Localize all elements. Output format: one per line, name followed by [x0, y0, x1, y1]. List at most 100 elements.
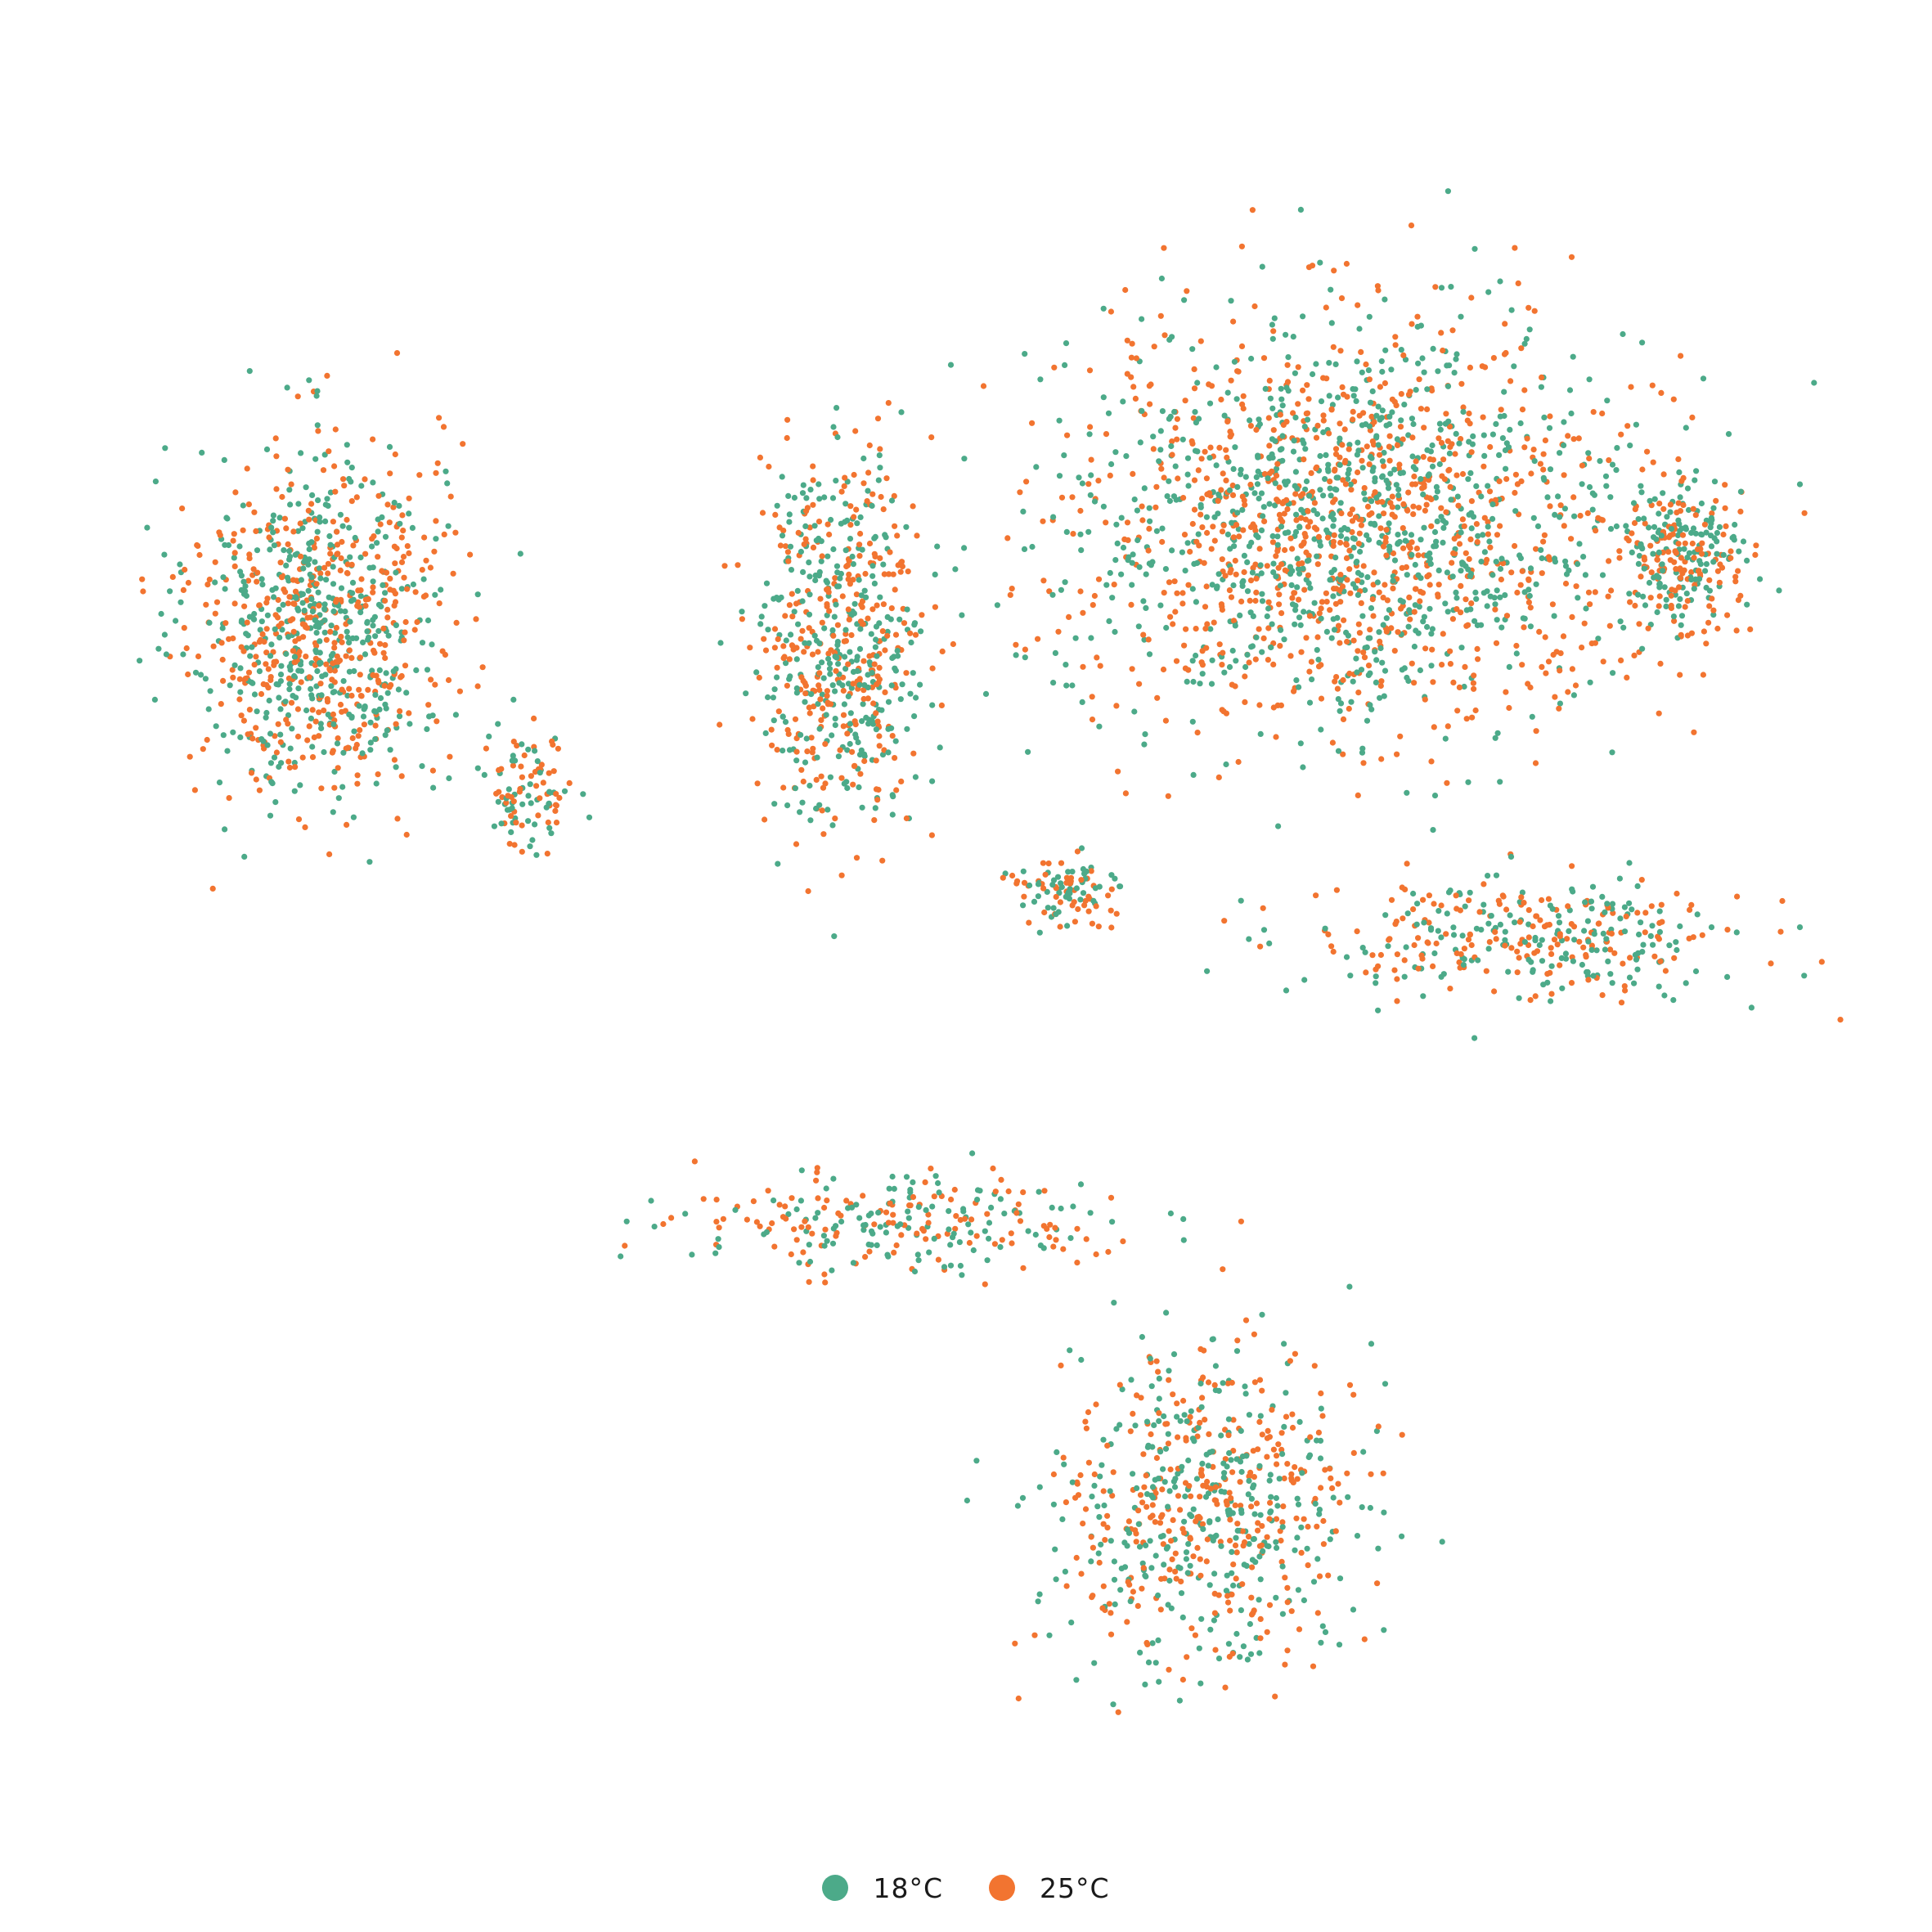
- point-25c: [337, 567, 344, 574]
- point-25c: [406, 710, 412, 717]
- point-25c: [1332, 600, 1339, 607]
- point-25c: [886, 571, 892, 577]
- point-18c: [1299, 1470, 1305, 1476]
- point-25c: [1273, 734, 1279, 740]
- point-25c: [1307, 1434, 1314, 1440]
- point-18c: [1052, 1546, 1058, 1552]
- point-18c: [842, 666, 849, 672]
- point-25c: [1179, 1676, 1186, 1683]
- point-18c: [904, 606, 910, 613]
- point-18c: [1088, 635, 1094, 641]
- point-25c: [1172, 609, 1179, 615]
- point-25c: [1194, 1544, 1201, 1551]
- point-18c: [1108, 461, 1115, 468]
- point-18c: [1453, 356, 1459, 362]
- point-25c: [1319, 1413, 1326, 1419]
- point-25c: [423, 557, 429, 564]
- point-18c: [811, 632, 818, 639]
- point-18c: [1733, 929, 1740, 936]
- point-18c: [317, 659, 323, 667]
- point-18c: [1149, 1444, 1156, 1450]
- point-25c: [826, 608, 833, 614]
- point-18c: [771, 686, 778, 693]
- point-18c: [348, 598, 355, 604]
- point-18c: [1062, 1568, 1068, 1575]
- point-25c: [1423, 501, 1430, 508]
- point-18c: [1412, 561, 1418, 568]
- point-18c: [1366, 313, 1373, 320]
- point-18c: [1525, 956, 1532, 963]
- point-18c: [1281, 1341, 1287, 1347]
- point-25c: [1625, 537, 1632, 544]
- point-25c: [1282, 567, 1288, 573]
- point-18c: [826, 666, 833, 672]
- point-18c: [1078, 1356, 1085, 1364]
- point-25c: [892, 586, 898, 593]
- point-18c: [824, 806, 831, 813]
- point-18c: [1450, 924, 1457, 931]
- point-25c: [1512, 542, 1518, 550]
- point-25c: [869, 491, 876, 497]
- point-18c: [1548, 963, 1555, 969]
- point-18c: [843, 779, 850, 785]
- point-18c: [314, 667, 321, 675]
- point-25c: [1088, 456, 1094, 463]
- point-18c: [1076, 474, 1082, 481]
- point-25c: [421, 534, 428, 541]
- point-18c: [1461, 956, 1467, 963]
- point-18c: [1373, 980, 1379, 986]
- point-18c: [419, 763, 425, 770]
- point-25c: [1288, 1471, 1295, 1477]
- point-18c: [1467, 606, 1474, 613]
- point-18c: [651, 1224, 658, 1230]
- point-25c: [1539, 570, 1545, 577]
- point-25c: [898, 1232, 905, 1238]
- point-18c: [1358, 667, 1365, 673]
- point-25c: [891, 1249, 897, 1256]
- point-18c: [1037, 1242, 1044, 1249]
- point-25c: [860, 695, 867, 703]
- point-25c: [1629, 530, 1635, 537]
- point-18c: [1674, 946, 1680, 954]
- point-25c: [839, 593, 846, 600]
- point-25c: [1438, 505, 1445, 511]
- point-25c: [1447, 443, 1453, 451]
- point-18c: [834, 434, 841, 441]
- point-25c: [1182, 665, 1188, 672]
- point-18c: [1290, 334, 1296, 340]
- point-18c: [1402, 357, 1409, 363]
- point-18c: [330, 809, 336, 815]
- point-18c: [407, 721, 413, 727]
- point-18c: [1314, 647, 1320, 654]
- point-25c: [951, 1186, 958, 1193]
- point-25c: [1590, 409, 1597, 416]
- point-25c: [1585, 589, 1593, 595]
- point-18c: [322, 672, 329, 678]
- point-25c: [286, 594, 293, 600]
- point-25c: [973, 1233, 980, 1239]
- point-18c: [1206, 455, 1213, 461]
- point-25c: [1029, 420, 1036, 426]
- point-25c: [1606, 457, 1612, 464]
- point-18c: [1281, 636, 1287, 643]
- point-18c: [251, 610, 258, 618]
- point-18c: [1109, 1219, 1116, 1225]
- point-18c: [897, 1221, 904, 1228]
- point-18c: [1224, 531, 1231, 538]
- point-25c: [291, 659, 298, 666]
- point-18c: [337, 608, 344, 614]
- point-18c: [973, 1458, 980, 1464]
- point-25c: [1426, 572, 1432, 578]
- point-25c: [1095, 923, 1102, 930]
- point-18c: [1195, 531, 1202, 537]
- point-25c: [1264, 1629, 1270, 1635]
- point-25c: [1660, 471, 1667, 478]
- point-25c: [1552, 694, 1558, 700]
- point-25c: [1124, 519, 1131, 526]
- point-25c: [505, 793, 511, 799]
- point-18c: [1244, 651, 1251, 658]
- point-18c: [1136, 1543, 1143, 1550]
- point-18c: [1584, 918, 1591, 924]
- point-18c: [1654, 609, 1660, 616]
- point-18c: [1281, 1423, 1287, 1430]
